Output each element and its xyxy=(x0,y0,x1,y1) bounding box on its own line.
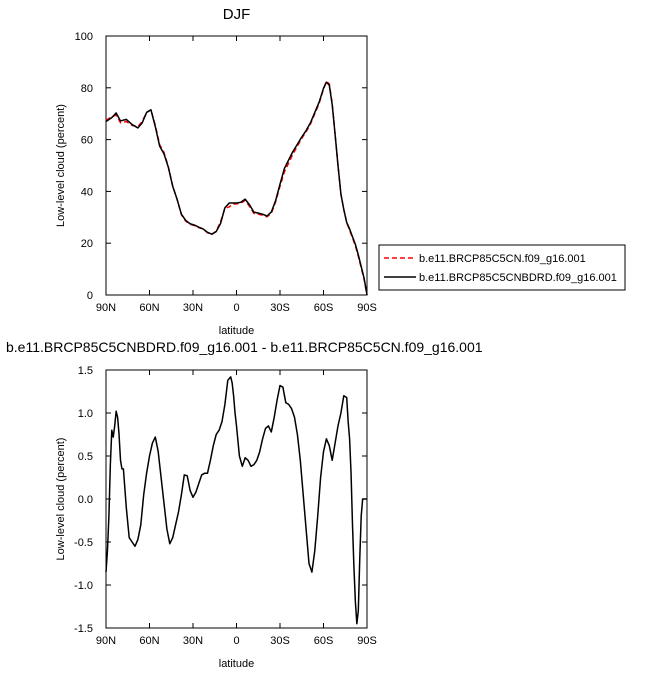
x-tick-label: 90N xyxy=(96,635,116,647)
x-tick-label: 60N xyxy=(139,302,159,314)
x-tick-label: 30S xyxy=(270,302,290,314)
x-axis-label: latitude xyxy=(219,325,254,337)
y-tick-label: 1.0 xyxy=(78,408,93,420)
y-tick-label: 0.0 xyxy=(78,494,93,506)
x-tick-label: 30N xyxy=(183,302,203,314)
y-tick-label: 20 xyxy=(81,238,93,250)
plot-frame xyxy=(105,35,368,296)
series-line xyxy=(105,81,368,296)
y-tick-label: -1.0 xyxy=(74,580,93,592)
legend-box xyxy=(378,244,626,291)
x-tick-label: 60N xyxy=(139,635,159,647)
y-tick-label: 0.5 xyxy=(78,451,93,463)
series-line xyxy=(105,376,367,625)
series-line xyxy=(105,80,368,296)
chart-title: b.e11.BRCP85C5CNBDRD.f09_g16.001 - b.e11… xyxy=(6,339,483,355)
legend: b.e11.BRCP85C5CN.f09_g16.001 b.e11.BRCP85… xyxy=(378,244,626,291)
x-tick-label: 60S xyxy=(314,635,334,647)
y-tick-label: -0.5 xyxy=(74,537,93,549)
x-axis-label: latitude xyxy=(219,658,254,670)
y-tick-label: 60 xyxy=(81,135,93,147)
y-tick-label: -1.5 xyxy=(74,623,93,635)
y-tick-label: 80 xyxy=(81,83,93,95)
x-tick-label: 30S xyxy=(270,635,290,647)
y-tick-label: 0 xyxy=(87,290,93,302)
y-axis-label: Low-level cloud (percent) xyxy=(55,104,67,227)
top-panel: DJF 90N 60N 30N 0 30S 60S 90S 0 20 40 60 80 100 latitu… xyxy=(55,6,377,337)
bottom-panel: b.e11.BRCP85C5CNBDRD.f09_g16.001 - b.e11… xyxy=(6,339,483,670)
plot-frame xyxy=(105,369,368,629)
y-tick-label: 100 xyxy=(75,31,93,43)
legend-entry: b.e11.BRCP85C5CNBDRD.f09_g16.001 xyxy=(419,272,617,284)
chart-title: DJF xyxy=(223,6,251,23)
x-tick-label: 0 xyxy=(233,302,239,314)
y-axis-label: Low-level cloud (percent) xyxy=(55,438,67,561)
y-tick-label: 1.5 xyxy=(78,365,93,377)
x-tick-label: 30N xyxy=(183,635,203,647)
x-tick-label: 90S xyxy=(357,302,377,314)
x-tick-label: 90N xyxy=(96,302,116,314)
x-tick-label: 60S xyxy=(314,302,334,314)
x-tick-label: 0 xyxy=(233,635,239,647)
x-tick-label: 90S xyxy=(357,635,377,647)
y-tick-label: 40 xyxy=(81,186,93,198)
legend-entry: b.e11.BRCP85C5CN.f09_g16.001 xyxy=(419,253,586,265)
